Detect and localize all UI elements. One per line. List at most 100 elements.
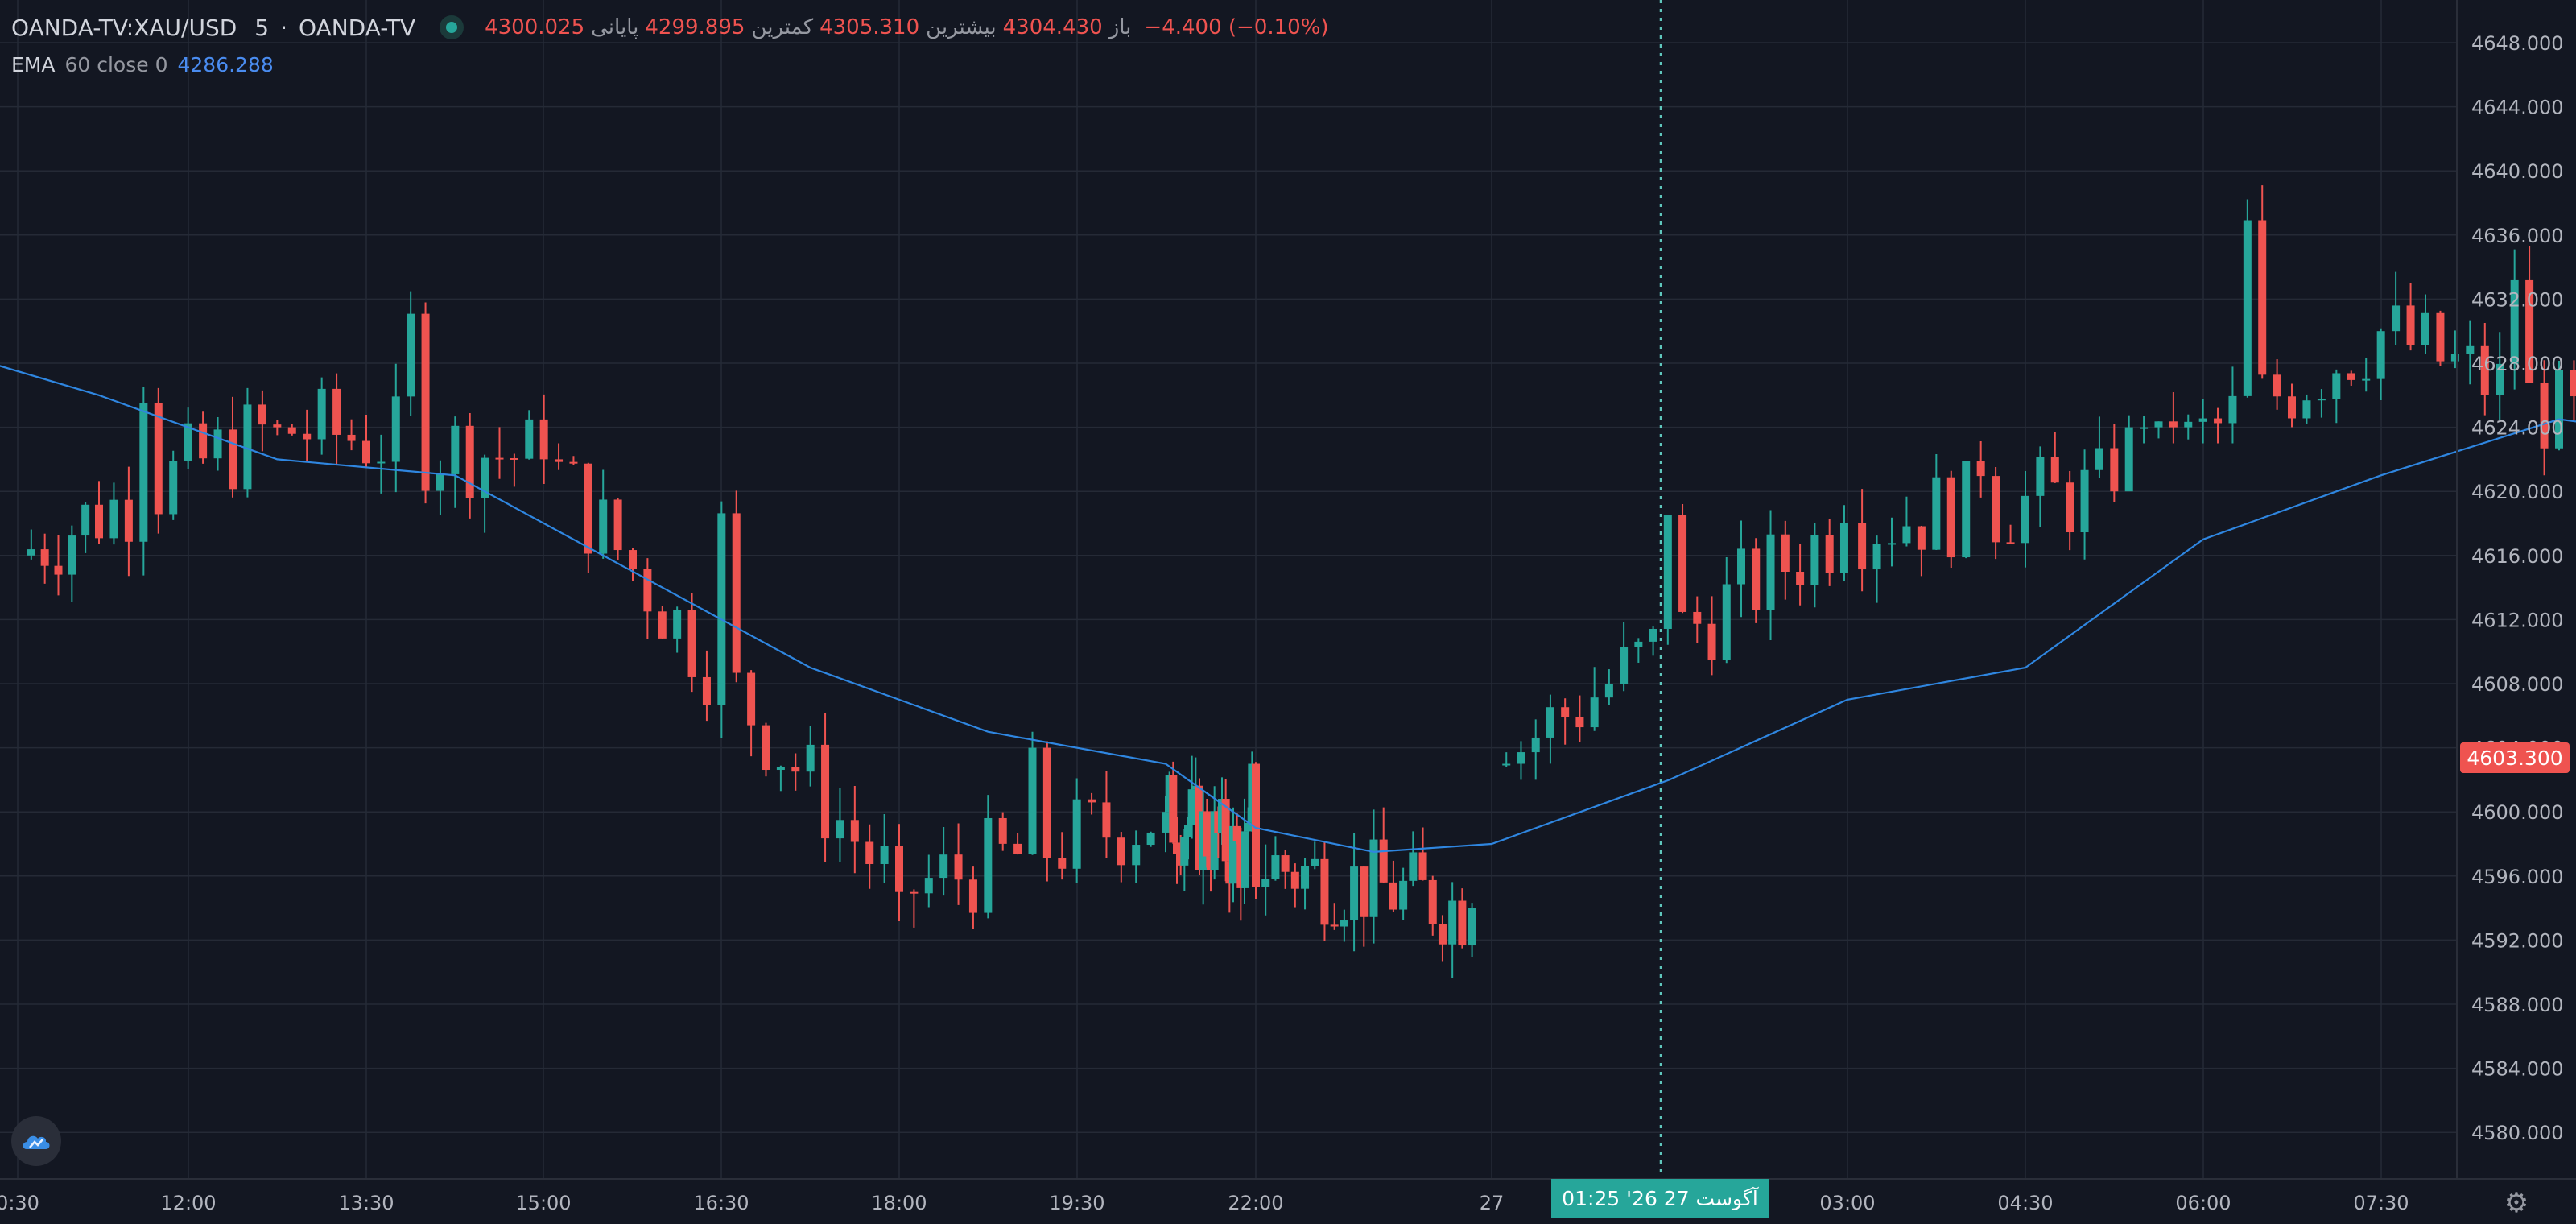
candle-body: [81, 504, 90, 536]
candle-body: [1169, 775, 1178, 843]
time-tick-label: 03:00: [1819, 1192, 1875, 1214]
price-axis[interactable]: 4648.000 4644.000 4640.000 4636.000 4632.000…: [2471, 32, 2564, 1144]
candle-body: [791, 766, 800, 772]
price-tick-label: 4624.000: [2471, 417, 2564, 440]
candle-body: [2480, 345, 2489, 395]
candle-body: [2362, 378, 2371, 381]
candle-body: [510, 457, 518, 460]
candle-body: [2273, 374, 2281, 397]
candle-body: [1458, 900, 1467, 946]
market-status-icon[interactable]: [440, 15, 464, 39]
candle-body: [2184, 421, 2193, 428]
candle-body: [2050, 457, 2059, 483]
candle-body: [139, 403, 148, 542]
price-tick-label: 4592.000: [2471, 929, 2564, 952]
candle-body: [939, 854, 948, 879]
candle-body: [2154, 421, 2163, 428]
candle-body: [495, 457, 504, 460]
candle-body: [1173, 842, 1181, 854]
time-tick-label: 06:00: [2175, 1192, 2231, 1214]
candle-body: [1058, 858, 1067, 869]
high-label: بیشترین: [926, 15, 997, 39]
candle-body: [258, 404, 266, 425]
symbol-legend[interactable]: OANDA-TV:XAU/USD 5 · OANDA-TV باز 4304.43…: [11, 11, 1329, 43]
time-axis[interactable]: 0:30 12:00 13:30 15:00 16:30 18:00 19:30 22:00 2…: [0, 1192, 2409, 1214]
candle-body: [347, 434, 356, 441]
candle-body: [2021, 495, 2029, 544]
price-tick-label: 4580.000: [2471, 1122, 2564, 1144]
candle-body: [1271, 855, 1280, 879]
candle-body: [1517, 752, 1525, 764]
candle-body: [1502, 763, 1511, 766]
candle-body: [2317, 399, 2326, 401]
candle-body: [109, 499, 118, 539]
candle-body: [1561, 707, 1570, 717]
candle-body: [1252, 763, 1260, 887]
candle-body: [1340, 920, 1348, 927]
candle-body: [1132, 845, 1141, 866]
candle-body: [1839, 523, 1848, 573]
tradingview-cloud-icon[interactable]: [11, 1116, 61, 1166]
candle-body: [1013, 843, 1022, 854]
candle-body: [1932, 477, 1941, 550]
candle-body: [2347, 373, 2355, 380]
candle-body: [303, 433, 312, 440]
candle-body: [1946, 477, 1955, 558]
candle-body: [243, 404, 252, 490]
price-tick-label: 4644.000: [2471, 97, 2564, 119]
interval-label[interactable]: 5: [254, 14, 270, 41]
candle-body: [1766, 534, 1775, 610]
candle-body: [1663, 515, 1672, 629]
candle-body: [1781, 534, 1790, 572]
candle-body: [273, 424, 282, 428]
candle-body: [95, 504, 103, 539]
price-tick-label: 4632.000: [2471, 288, 2564, 311]
candle-body: [2243, 220, 2252, 396]
candle-body: [1976, 461, 1985, 477]
candle-body: [613, 499, 622, 551]
candle-body: [2421, 312, 2429, 345]
candle-body: [2570, 370, 2576, 397]
candle-body: [1468, 908, 1476, 946]
candle-body: [2110, 448, 2119, 492]
crosshair-time-badge-bg: [1551, 1179, 1769, 1218]
candle-body: [1428, 879, 1437, 924]
candle-body: [1221, 799, 1230, 862]
time-tick-label: 13:30: [338, 1192, 394, 1214]
candle-body: [2124, 427, 2133, 492]
candle-body: [1409, 852, 1418, 881]
time-tick-label: 0:30: [0, 1192, 39, 1214]
candle-body: [1872, 544, 1881, 570]
ema-params: 60 close 0: [64, 52, 168, 76]
candle-body: [1992, 476, 2000, 543]
candle-body: [2510, 279, 2519, 364]
candle-body: [1261, 879, 1270, 887]
candle-body: [1418, 852, 1427, 880]
candle-body: [702, 676, 711, 705]
candle-body: [599, 499, 608, 554]
candle-body: [1330, 924, 1339, 927]
candle-body: [2392, 305, 2401, 332]
candle-body: [2140, 427, 2149, 429]
ema-legend[interactable]: EMA 60 close 0 4286.288: [11, 50, 274, 79]
candle-body: [199, 423, 208, 459]
time-tick-label: 04:30: [1997, 1192, 2053, 1214]
gear-icon[interactable]: ⚙: [2504, 1187, 2529, 1219]
candle-body: [362, 440, 370, 464]
candles: [27, 185, 2576, 978]
candle-body: [1180, 837, 1189, 866]
candle-body: [1737, 548, 1746, 585]
time-tick-label: 07:30: [2353, 1192, 2409, 1214]
candle-body: [154, 403, 163, 515]
candle-body: [1229, 825, 1237, 884]
candle-body: [998, 817, 1007, 844]
open-label: باز: [1108, 15, 1132, 39]
candle-body: [747, 672, 756, 726]
candle-body: [1187, 789, 1196, 825]
candle-body: [968, 879, 977, 913]
candle-body: [1810, 535, 1819, 585]
candle-body: [2436, 312, 2445, 362]
candle-body: [1902, 526, 1911, 544]
symbol-name[interactable]: OANDA-TV:XAU/USD: [11, 14, 237, 41]
